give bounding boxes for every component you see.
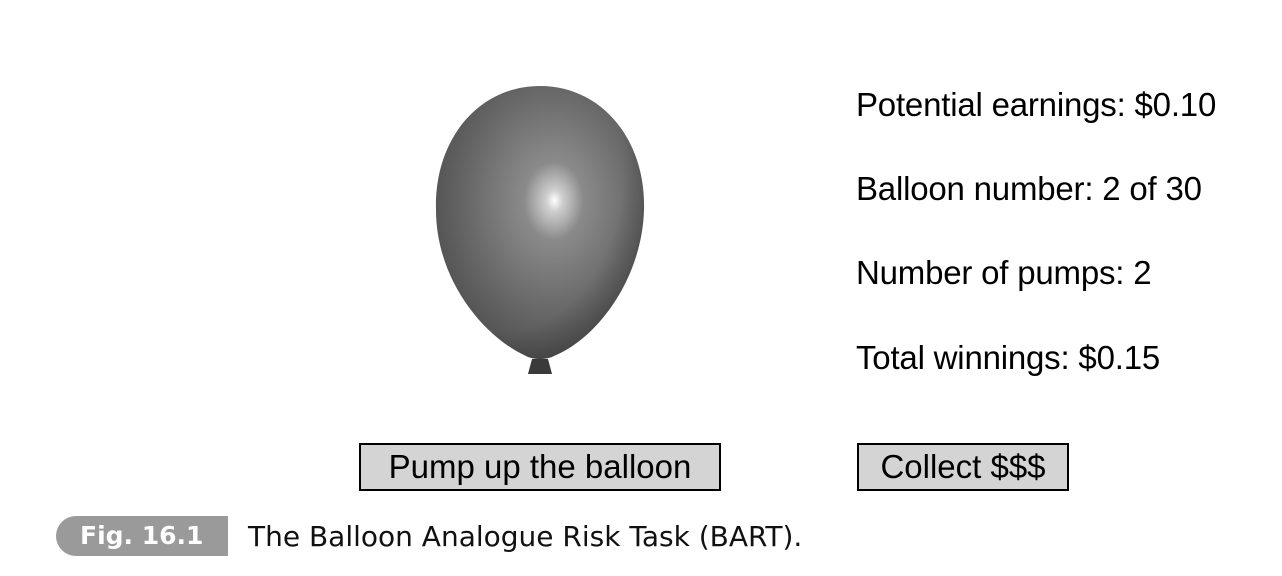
figure-label: Fig. 16.1 [56,516,228,556]
balloon-icon [435,86,645,374]
balloon-number-text: Balloon number: 2 of 30 [856,170,1202,207]
caption-text: The Balloon Analogue Risk Task (BART). [248,519,803,553]
number-of-pumps-text: Number of pumps: 2 [856,254,1152,291]
figure-caption: Fig. 16.1 The Balloon Analogue Risk Task… [56,516,802,556]
pump-button[interactable]: Pump up the balloon [359,443,721,491]
balloon-image [430,82,650,382]
total-winnings-text: Total winnings: $0.15 [856,339,1160,376]
collect-button[interactable]: Collect $$$ [857,443,1069,491]
potential-earnings-text: Potential earnings: $0.10 [856,86,1217,123]
